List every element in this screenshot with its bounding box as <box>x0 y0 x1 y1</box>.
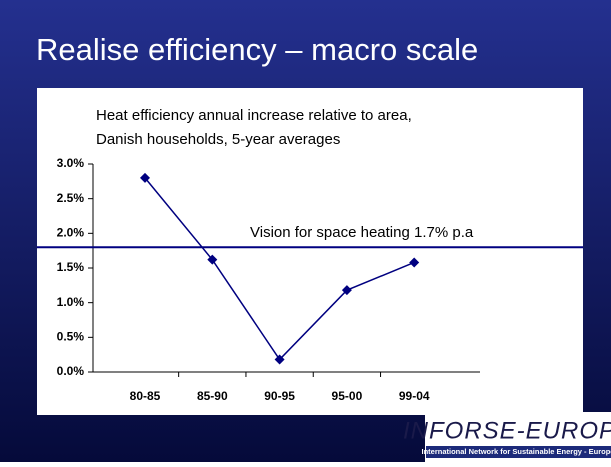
data-point <box>341 285 352 296</box>
y-tick-label: 2.0% <box>57 226 85 240</box>
x-tick-label: 85-90 <box>197 389 228 403</box>
x-tick-label: 80-85 <box>130 389 161 403</box>
x-tick-label: 95-00 <box>332 389 363 403</box>
x-tick-label: 90-95 <box>264 389 295 403</box>
y-tick-label: 2.5% <box>57 191 85 205</box>
x-tick-label: 99-04 <box>399 389 430 403</box>
y-tick-label: 1.5% <box>57 260 85 274</box>
slide-title: Realise efficiency – macro scale <box>36 32 478 67</box>
chart-panel <box>37 88 583 415</box>
logo-tagline: International Network for Sustainable En… <box>422 447 611 456</box>
y-tick-label: 3.0% <box>57 156 85 170</box>
y-tick-label: 1.0% <box>57 295 85 309</box>
y-tick-label: 0.0% <box>57 364 85 378</box>
reference-label: Vision for space heating 1.7% p.a <box>250 224 474 241</box>
chart-title: Heat efficiency annual increase relative… <box>96 107 412 124</box>
data-point <box>409 257 420 268</box>
data-point <box>207 254 218 265</box>
data-point <box>274 354 285 365</box>
chart-title: Danish households, 5-year averages <box>96 131 340 148</box>
y-tick-label: 0.5% <box>57 330 85 344</box>
logo-band <box>426 446 611 458</box>
data-point <box>140 172 150 183</box>
logo: INFORSE-EUROPE <box>403 417 611 444</box>
